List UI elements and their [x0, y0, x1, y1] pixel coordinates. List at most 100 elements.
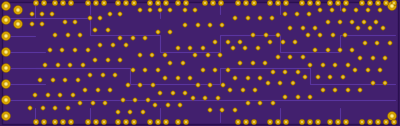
Circle shape [101, 73, 105, 77]
Circle shape [267, 82, 269, 84]
Circle shape [64, 21, 66, 23]
Circle shape [253, 121, 255, 123]
Circle shape [139, 84, 141, 86]
Circle shape [271, 70, 275, 74]
Circle shape [247, 77, 249, 79]
Circle shape [213, 40, 217, 44]
Circle shape [316, 75, 320, 79]
Circle shape [284, 71, 286, 73]
Circle shape [164, 54, 166, 56]
Circle shape [258, 16, 262, 20]
Circle shape [219, 54, 221, 56]
Circle shape [214, 41, 216, 43]
Circle shape [253, 2, 255, 4]
Circle shape [237, 2, 239, 4]
Circle shape [177, 121, 179, 123]
Circle shape [327, 49, 329, 51]
Circle shape [29, 107, 31, 109]
Circle shape [92, 102, 94, 104]
Circle shape [149, 121, 151, 123]
Circle shape [52, 119, 58, 125]
Circle shape [107, 59, 109, 61]
Circle shape [62, 121, 64, 123]
Circle shape [369, 2, 371, 4]
Circle shape [252, 34, 254, 36]
Circle shape [175, 119, 181, 125]
Circle shape [233, 108, 237, 112]
Circle shape [315, 0, 321, 6]
Circle shape [296, 70, 300, 74]
Circle shape [62, 2, 64, 4]
Circle shape [253, 88, 257, 92]
Circle shape [183, 119, 189, 125]
Circle shape [122, 99, 124, 101]
Circle shape [98, 43, 102, 47]
Circle shape [116, 110, 120, 114]
Circle shape [157, 121, 159, 123]
Circle shape [53, 33, 57, 37]
Circle shape [393, 121, 395, 123]
Circle shape [301, 55, 305, 59]
Circle shape [258, 76, 262, 80]
Circle shape [259, 102, 261, 104]
Circle shape [338, 48, 342, 52]
Circle shape [133, 98, 137, 102]
Circle shape [367, 119, 373, 125]
Circle shape [4, 18, 8, 22]
Circle shape [194, 54, 196, 56]
Circle shape [118, 12, 122, 16]
Circle shape [33, 93, 37, 97]
Circle shape [14, 6, 22, 14]
Circle shape [113, 73, 117, 77]
Circle shape [119, 13, 121, 15]
Circle shape [385, 121, 387, 123]
Circle shape [251, 0, 257, 6]
Circle shape [111, 43, 115, 47]
Circle shape [358, 88, 362, 92]
Circle shape [354, 8, 358, 12]
Circle shape [159, 9, 161, 11]
Circle shape [57, 64, 59, 66]
Circle shape [41, 13, 43, 15]
Circle shape [375, 119, 381, 125]
Circle shape [220, 2, 222, 4]
Circle shape [60, 48, 64, 52]
Circle shape [117, 121, 119, 123]
Circle shape [4, 4, 8, 8]
Circle shape [231, 46, 235, 50]
Circle shape [293, 40, 297, 44]
Circle shape [283, 119, 289, 125]
Circle shape [185, 121, 187, 123]
Circle shape [82, 64, 84, 66]
Circle shape [58, 93, 62, 97]
Circle shape [264, 62, 266, 64]
Circle shape [183, 0, 189, 6]
Circle shape [159, 92, 161, 94]
Circle shape [388, 112, 396, 120]
Circle shape [152, 84, 154, 86]
Circle shape [128, 110, 132, 114]
Circle shape [383, 119, 389, 125]
Circle shape [242, 89, 244, 91]
Circle shape [377, 2, 379, 4]
Circle shape [351, 21, 353, 23]
Circle shape [314, 49, 316, 51]
Circle shape [288, 26, 292, 30]
Circle shape [143, 36, 147, 40]
Circle shape [247, 17, 249, 19]
Circle shape [346, 63, 350, 67]
Circle shape [138, 83, 142, 87]
Circle shape [142, 111, 144, 113]
Circle shape [378, 68, 382, 72]
Circle shape [66, 33, 70, 37]
Circle shape [33, 119, 39, 125]
Circle shape [226, 40, 230, 44]
Circle shape [67, 34, 69, 36]
Circle shape [263, 61, 267, 65]
Circle shape [16, 8, 20, 12]
Circle shape [34, 94, 36, 96]
Circle shape [221, 109, 223, 111]
Circle shape [330, 8, 334, 12]
Circle shape [209, 24, 211, 26]
Circle shape [99, 17, 101, 19]
